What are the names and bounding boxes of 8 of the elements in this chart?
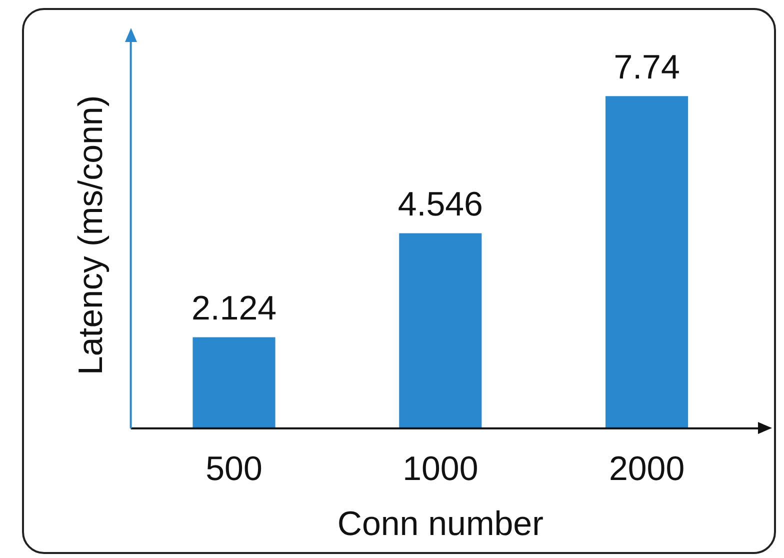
data-label: 2.124 <box>191 290 277 328</box>
x-tick-label: 500 <box>206 450 262 488</box>
data-label: 4.546 <box>398 186 483 224</box>
data-label: 7.74 <box>614 48 680 86</box>
x-axis-title: Conn number <box>337 504 544 543</box>
y-axis-title: Latency (ms/conn) <box>72 95 110 376</box>
x-tick-label: 1000 <box>402 450 478 488</box>
x-tick-label: 2000 <box>608 450 685 488</box>
